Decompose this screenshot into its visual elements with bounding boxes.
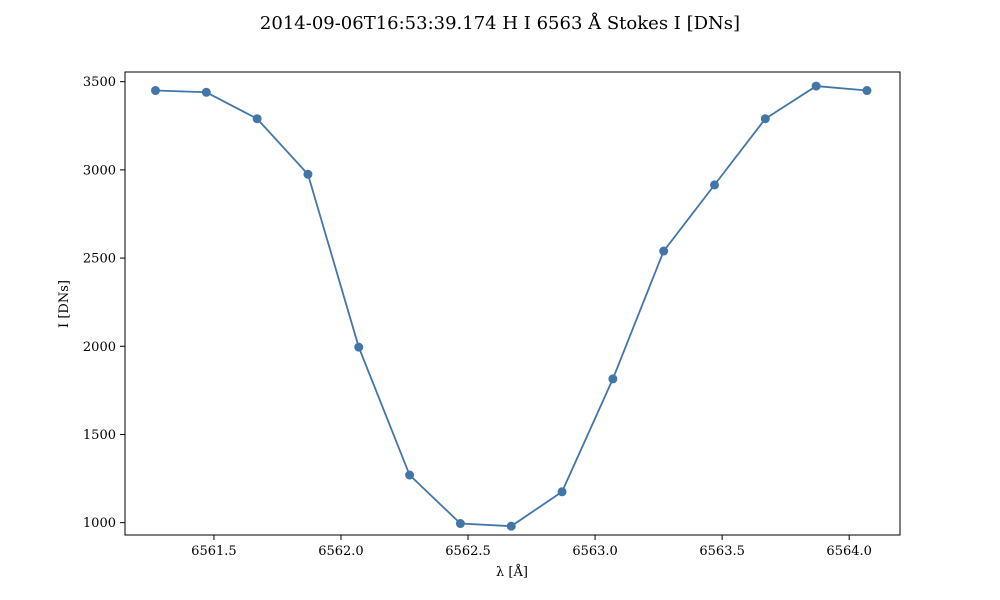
data-point [252, 114, 262, 124]
x-tick-label: 6562.0 [318, 544, 364, 559]
y-tick-label: 3000 [83, 163, 116, 178]
data-point [201, 87, 211, 97]
y-tick-label: 2500 [83, 252, 116, 267]
data-point [354, 342, 364, 352]
y-tick-label: 1000 [83, 516, 116, 531]
x-tick-label: 6564.0 [826, 544, 872, 559]
y-tick-label: 3500 [83, 75, 116, 90]
x-axis-label: λ [Å] [496, 564, 528, 580]
data-point [303, 169, 313, 179]
data-point [760, 114, 770, 124]
data-point [659, 246, 669, 256]
y-tick-label: 2000 [83, 340, 116, 355]
plot-frame [124, 71, 901, 536]
series-points [150, 81, 872, 531]
x-tick-label: 6562.5 [445, 544, 491, 559]
data-point [862, 86, 872, 96]
data-point [608, 374, 618, 384]
x-tick-label: 6563.0 [572, 544, 618, 559]
data-point [150, 86, 160, 96]
y-tick-label: 1500 [83, 428, 116, 443]
x-tick-label: 6563.5 [699, 544, 745, 559]
x-axis: 6561.5 6562.0 6562.5 6563.0 6563.5 6564.0 [191, 535, 872, 559]
data-point [557, 487, 567, 497]
data-point [455, 519, 465, 529]
y-axis: 1000 1500 2000 2500 3000 3500 [83, 75, 125, 531]
series-line [155, 85, 868, 528]
data-point [811, 81, 821, 91]
chart-title: 2014-09-06T16:53:39.174 H I 6563 Å Stoke… [260, 12, 740, 34]
y-axis-label: I [DNs] [57, 280, 72, 328]
data-point [405, 470, 415, 480]
data-point [710, 180, 720, 190]
data-point [506, 521, 516, 531]
x-tick-label: 6561.5 [191, 544, 237, 559]
